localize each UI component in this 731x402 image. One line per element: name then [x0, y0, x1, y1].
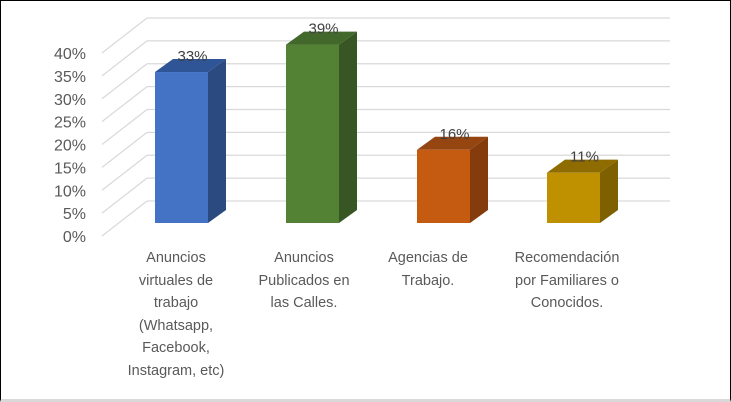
y-tick-label: 0%	[63, 229, 86, 246]
y-tick-label: 10%	[54, 183, 86, 200]
data-label: 39%	[308, 21, 338, 38]
category-line: las Calles.	[270, 295, 338, 311]
y-axis: 0% 5% 10% 15% 20% 25% 30% 35% 40%	[54, 46, 86, 246]
data-label: 11%	[570, 149, 599, 166]
bar-side-face	[600, 159, 618, 223]
bar-1: 33%	[155, 48, 226, 224]
bars: 33% 39% 16% 11%	[155, 21, 618, 224]
category-line: Trabajo.	[401, 272, 455, 289]
bar-side-face	[470, 136, 488, 223]
category-line: Instagram, etc)	[127, 362, 225, 379]
y-tick-label: 15%	[54, 160, 86, 177]
side-gridline	[101, 177, 148, 214]
category-line: (Whatsapp,	[138, 317, 214, 334]
y-tick-label: 35%	[54, 69, 86, 86]
category-line: por Familiares o	[515, 272, 619, 289]
x-category-label: Agencias de Trabajo.	[353, 247, 503, 292]
category-line: Publicados en	[258, 272, 350, 289]
data-label: 33%	[177, 48, 207, 65]
side-gridline	[101, 63, 148, 100]
category-line: Conocidos.	[530, 295, 604, 311]
category-line: Agencias de	[388, 250, 468, 266]
bar-front-face	[286, 44, 339, 224]
bar-top-face	[286, 31, 357, 45]
bar-3: 16%	[417, 126, 488, 223]
category-line: Recomendación	[514, 250, 620, 266]
side-gridline	[101, 86, 148, 123]
side-gridline	[101, 40, 148, 77]
bar-front-face	[155, 72, 208, 224]
x-category-label: Recomendación por Familiares o Conocidos.	[492, 247, 642, 315]
side-gridline	[101, 109, 148, 145]
side-gridline	[101, 154, 148, 191]
x-category-label: Anuncios virtuales de trabajo (Whatsapp, Fac…	[101, 247, 251, 382]
bar-2: 39%	[286, 21, 357, 224]
gridlines	[101, 17, 670, 237]
side-gridline	[101, 200, 148, 237]
y-tick-label: 25%	[54, 115, 86, 132]
y-tick-label: 30%	[54, 92, 86, 109]
bar-top-face	[547, 159, 618, 173]
bar-front-face	[417, 149, 470, 223]
side-gridline	[101, 131, 148, 168]
y-tick-label: 20%	[54, 138, 86, 155]
bar-4: 11%	[547, 149, 618, 223]
category-line: Anuncios	[146, 250, 206, 266]
y-tick-label: 5%	[63, 206, 86, 223]
category-line: Facebook,	[142, 340, 210, 356]
side-gridline	[101, 17, 148, 54]
y-tick-label: 40%	[54, 46, 86, 63]
bar-top-face	[155, 59, 226, 73]
category-line: virtuales de	[138, 272, 214, 289]
category-line: trabajo	[153, 295, 199, 311]
data-label: 16%	[439, 126, 469, 143]
bar-side-face	[208, 59, 226, 224]
bar-top-face	[417, 136, 488, 150]
bar-front-face	[547, 172, 600, 223]
x-category-label: Anuncios Publicados en las Calles.	[229, 247, 379, 315]
category-line: Anuncios	[274, 250, 334, 266]
bar-side-face	[339, 31, 357, 224]
